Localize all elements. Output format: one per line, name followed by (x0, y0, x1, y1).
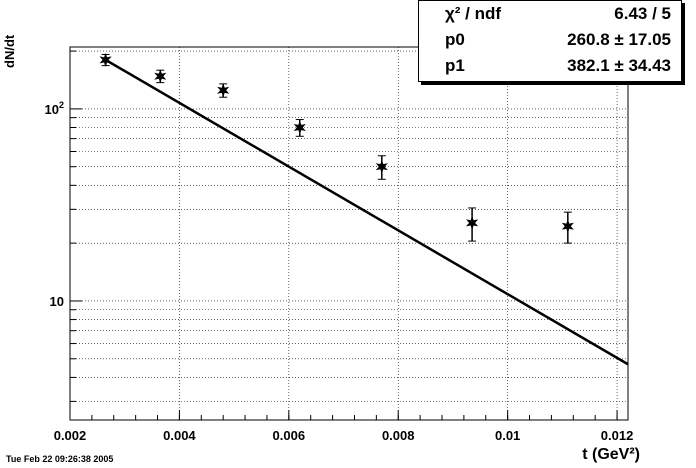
data-point-marker (466, 215, 479, 230)
grid-lines (69, 47, 628, 420)
stat-value: 382.1 ± 34.43 (567, 56, 671, 75)
data-points (99, 52, 574, 244)
fit-line (104, 58, 629, 366)
stat-row-chi2: χ² / ndf 6.43 / 5 (419, 1, 681, 27)
y-tick-label: 10 (50, 294, 64, 309)
stat-row-p1: p1 382.1 ± 34.43 (419, 53, 681, 79)
y-tick-label: 102 (45, 100, 64, 117)
fit-curve (104, 58, 629, 366)
data-point-marker (293, 120, 306, 135)
x-tick-label: 0.002 (54, 428, 87, 443)
data-point-marker (375, 159, 388, 174)
x-tick-label: 0.006 (273, 428, 306, 443)
x-tick-label: 0.012 (601, 428, 634, 443)
data-point-marker (217, 83, 230, 98)
plot-frame (69, 46, 629, 421)
stat-key: p1 (445, 56, 465, 75)
y-axis-label: dN/dt (2, 34, 17, 68)
timestamp: Tue Feb 22 09:26:38 2005 (6, 454, 114, 464)
data-point-marker (99, 52, 112, 67)
axis-ticks: 0.002 0.004 0.006 0.008 0.01 0.012 10 102 (45, 50, 634, 443)
stat-row-p0: p0 260.8 ± 17.05 (419, 27, 681, 53)
data-point-marker (154, 69, 167, 84)
fit-stats-box: χ² / ndf 6.43 / 5 p0 260.8 ± 17.05 p1 38… (418, 0, 682, 82)
x-tick-label: 0.008 (382, 428, 415, 443)
x-axis-label: t (GeV²) (582, 446, 640, 463)
x-tick-label: 0.01 (495, 428, 520, 443)
stat-value: 6.43 / 5 (614, 4, 671, 23)
stat-key: p0 (445, 30, 465, 49)
data-point-marker (561, 219, 574, 234)
stat-value: 260.8 ± 17.05 (567, 30, 671, 49)
x-tick-label: 0.004 (163, 428, 196, 443)
stat-key: χ² / ndf (445, 4, 502, 23)
